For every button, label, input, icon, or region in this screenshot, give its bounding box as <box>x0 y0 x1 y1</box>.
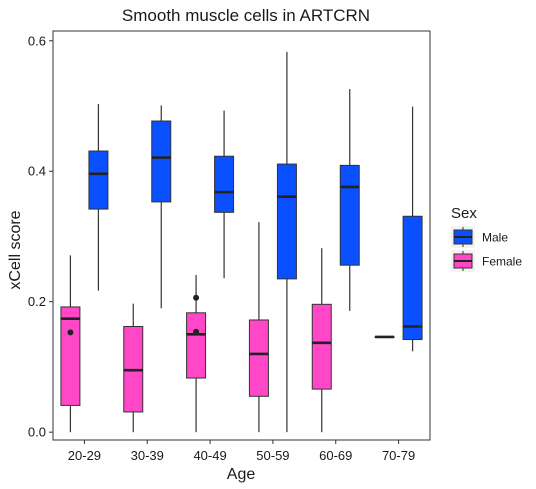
y-tick-label: 0.2 <box>28 294 46 309</box>
legend-item-female: Female <box>451 250 522 272</box>
box-iqr <box>151 120 172 203</box>
outlier-point <box>193 328 200 335</box>
x-axis-label: Age <box>227 466 256 483</box>
box-iqr <box>311 303 332 390</box>
outlier-point <box>67 329 74 336</box>
x-tick-label: 40-49 <box>193 448 226 463</box>
x-tick-label: 50-59 <box>256 448 289 463</box>
box-male-40-49 <box>214 110 235 279</box>
chart-title: Smooth muscle cells in ARTCRN <box>122 6 370 25</box>
series-female <box>60 222 395 433</box>
box-iqr <box>88 150 109 210</box>
y-tick-label: 0.6 <box>28 33 46 48</box>
box-male-50-59 <box>276 51 297 433</box>
series-male <box>88 51 423 433</box>
legend-title: Sex <box>451 205 477 222</box>
plot-panel <box>52 30 431 441</box>
box-female-40-49 <box>186 274 207 433</box>
x-axis: 20-29 30-39 40-49 50-59 60-69 70-79 <box>68 440 415 463</box>
box-female-60-69 <box>311 248 332 433</box>
box-male-30-39 <box>151 105 172 309</box>
x-tick-label: 70-79 <box>382 448 415 463</box>
box-iqr <box>276 163 297 280</box>
box-iqr <box>60 306 81 406</box>
y-tick-label: 0.0 <box>28 425 46 440</box>
box-series-group <box>60 51 423 433</box>
y-axis-label: xCell score <box>7 210 24 289</box>
y-tick-label: 0.4 <box>28 164 46 179</box>
box-iqr <box>186 312 207 379</box>
legend-item-male: Male <box>451 226 508 248</box>
box-male-20-29 <box>88 104 109 291</box>
outlier-point <box>193 294 200 301</box>
box-iqr <box>402 215 423 341</box>
box-male-70-79 <box>402 106 423 352</box>
box-female-30-39 <box>123 303 144 433</box>
legend-label: Female <box>482 255 522 269</box>
box-iqr <box>339 164 360 266</box>
box-female-70-79 <box>374 335 395 339</box>
box-iqr <box>214 155 235 213</box>
box-female-50-59 <box>248 222 269 433</box>
box-male-60-69 <box>339 89 360 311</box>
box-iqr <box>248 319 269 397</box>
box-female-20-29 <box>60 255 81 433</box>
y-axis: 0.0 0.2 0.4 0.6 <box>28 33 53 440</box>
legend: Sex Male Female <box>451 205 522 272</box>
x-tick-label: 60-69 <box>319 448 352 463</box>
legend-label: Male <box>482 231 508 245</box>
x-tick-label: 30-39 <box>131 448 164 463</box>
x-tick-label: 20-29 <box>68 448 101 463</box>
